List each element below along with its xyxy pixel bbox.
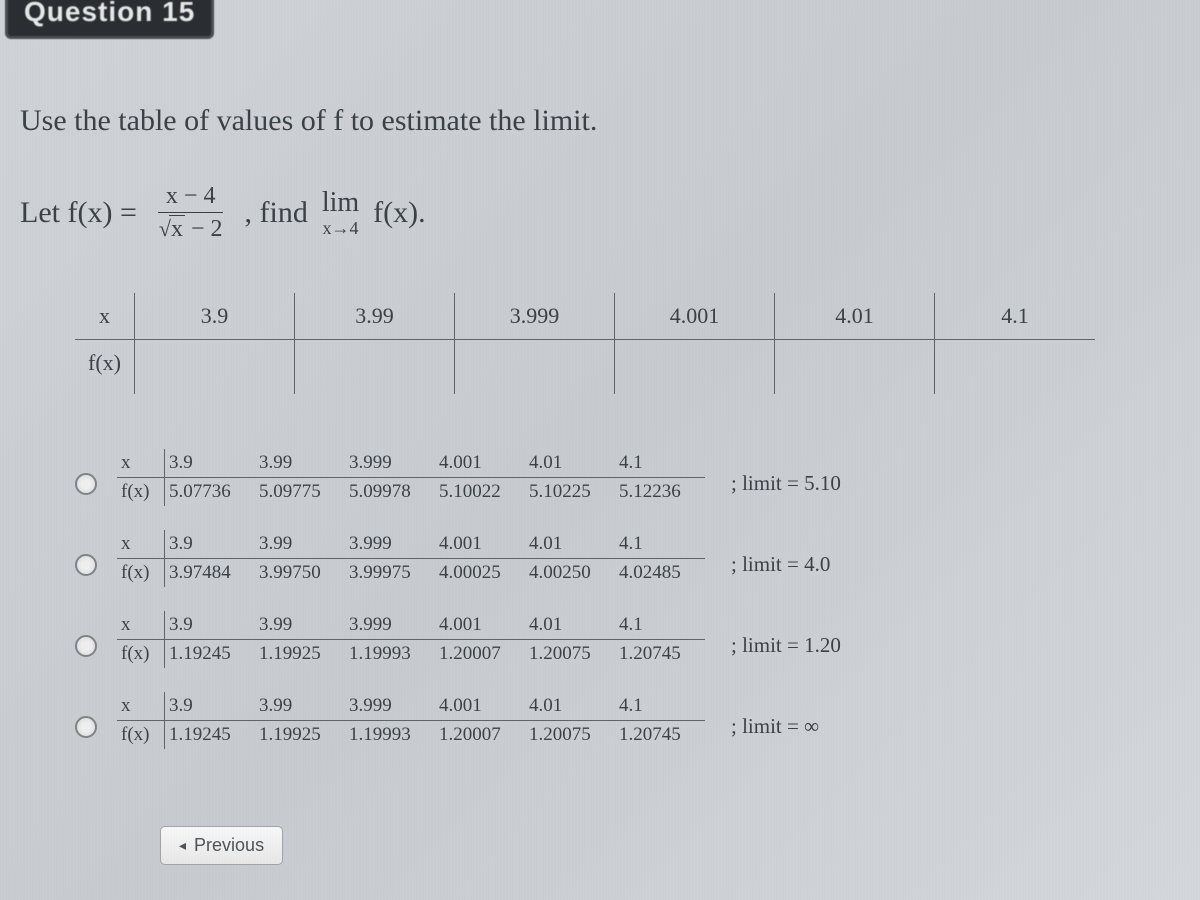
x-label: x <box>75 293 135 340</box>
answer-options: x 3.9 3.99 3.999 4.001 4.01 4.1 f(x) 5.0… <box>75 449 1185 749</box>
let-text: Let f(x) = <box>20 196 137 230</box>
x-value: 4.1 <box>935 293 1095 340</box>
fx-text: f(x). <box>373 196 425 230</box>
chevron-left-icon: ◂ <box>179 837 186 854</box>
fx-blank <box>295 340 455 394</box>
limit-expression: lim x→4 <box>322 189 359 237</box>
x-value: 3.99 <box>295 293 455 340</box>
option-table: x 3.9 3.99 3.999 4.001 4.01 4.1 f(x) 1.1… <box>117 692 705 749</box>
fx-blank <box>455 340 615 394</box>
fx-blank <box>135 340 295 394</box>
option-table: x 3.9 3.99 3.999 4.001 4.01 4.1 f(x) 3.9… <box>117 530 705 587</box>
option-c[interactable]: x 3.9 3.99 3.999 4.001 4.01 4.1 f(x) 1.1… <box>75 611 1185 668</box>
option-b[interactable]: x 3.9 3.99 3.999 4.001 4.01 4.1 f(x) 3.9… <box>75 530 1185 587</box>
limit-value: ; limit = 4.0 <box>731 552 830 577</box>
question-header: Question 15 <box>5 0 214 39</box>
find-text: , find <box>245 196 308 230</box>
fx-blank <box>935 340 1095 394</box>
radio-button[interactable] <box>75 554 97 576</box>
fraction: x − 4 x − 2 <box>151 183 231 243</box>
prompt-text: Use the table of values of f to estimate… <box>20 104 1185 138</box>
option-table: x 3.9 3.99 3.999 4.001 4.01 4.1 f(x) 1.1… <box>117 611 705 668</box>
x-value: 3.9 <box>135 293 295 340</box>
radio-button[interactable] <box>75 635 97 657</box>
previous-button[interactable]: ◂ Previous <box>160 826 283 865</box>
numerator: x − 4 <box>158 183 224 213</box>
fx-blank <box>615 340 775 394</box>
denominator: x − 2 <box>151 213 231 243</box>
fx-label: f(x) <box>75 340 135 394</box>
option-table: x 3.9 3.99 3.999 4.001 4.01 4.1 f(x) 5.0… <box>117 449 705 506</box>
radio-button[interactable] <box>75 716 97 738</box>
limit-value: ; limit = ∞ <box>731 714 819 739</box>
x-value: 3.999 <box>455 293 615 340</box>
option-a[interactable]: x 3.9 3.99 3.999 4.001 4.01 4.1 f(x) 5.0… <box>75 449 1185 506</box>
radio-button[interactable] <box>75 473 97 495</box>
formula: Let f(x) = x − 4 x − 2 , find lim x→4 f(… <box>20 183 1185 243</box>
x-value: 4.01 <box>775 293 935 340</box>
limit-value: ; limit = 5.10 <box>731 471 841 496</box>
lim-text: lim <box>322 189 359 217</box>
previous-label: Previous <box>194 835 264 856</box>
limit-value: ; limit = 1.20 <box>731 633 841 658</box>
x-value: 4.001 <box>615 293 775 340</box>
option-d[interactable]: x 3.9 3.99 3.999 4.001 4.01 4.1 f(x) 1.1… <box>75 692 1185 749</box>
lim-subscript: x→4 <box>323 219 359 237</box>
blank-table: x 3.9 3.99 3.999 4.001 4.01 4.1 f(x) <box>75 293 1185 394</box>
fx-blank <box>775 340 935 394</box>
